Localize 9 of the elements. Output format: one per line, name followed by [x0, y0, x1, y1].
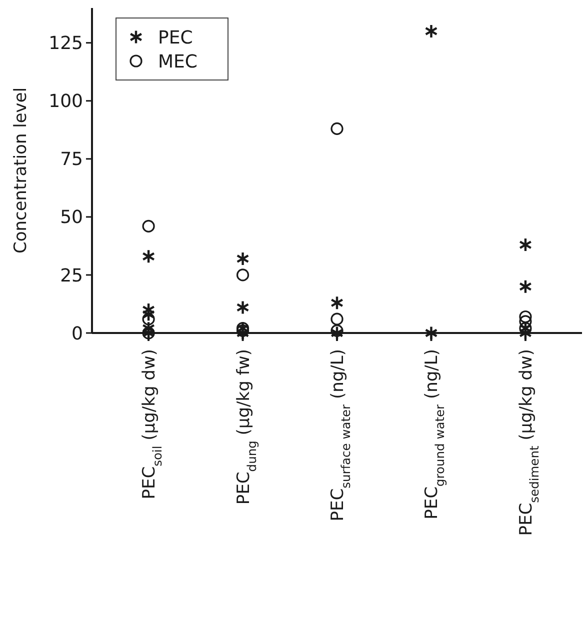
y-tick-label: 125 — [48, 33, 83, 54]
y-tick-label: 100 — [48, 91, 83, 112]
y-tick-label: 0 — [72, 323, 83, 344]
legend-label: MEC — [158, 51, 198, 72]
y-tick-label: 50 — [60, 207, 83, 228]
y-axis-title: Concentration level — [11, 87, 31, 254]
legend-label: PEC — [158, 27, 193, 48]
y-tick-label: 75 — [60, 149, 83, 170]
y-tick-label: 25 — [60, 265, 83, 286]
